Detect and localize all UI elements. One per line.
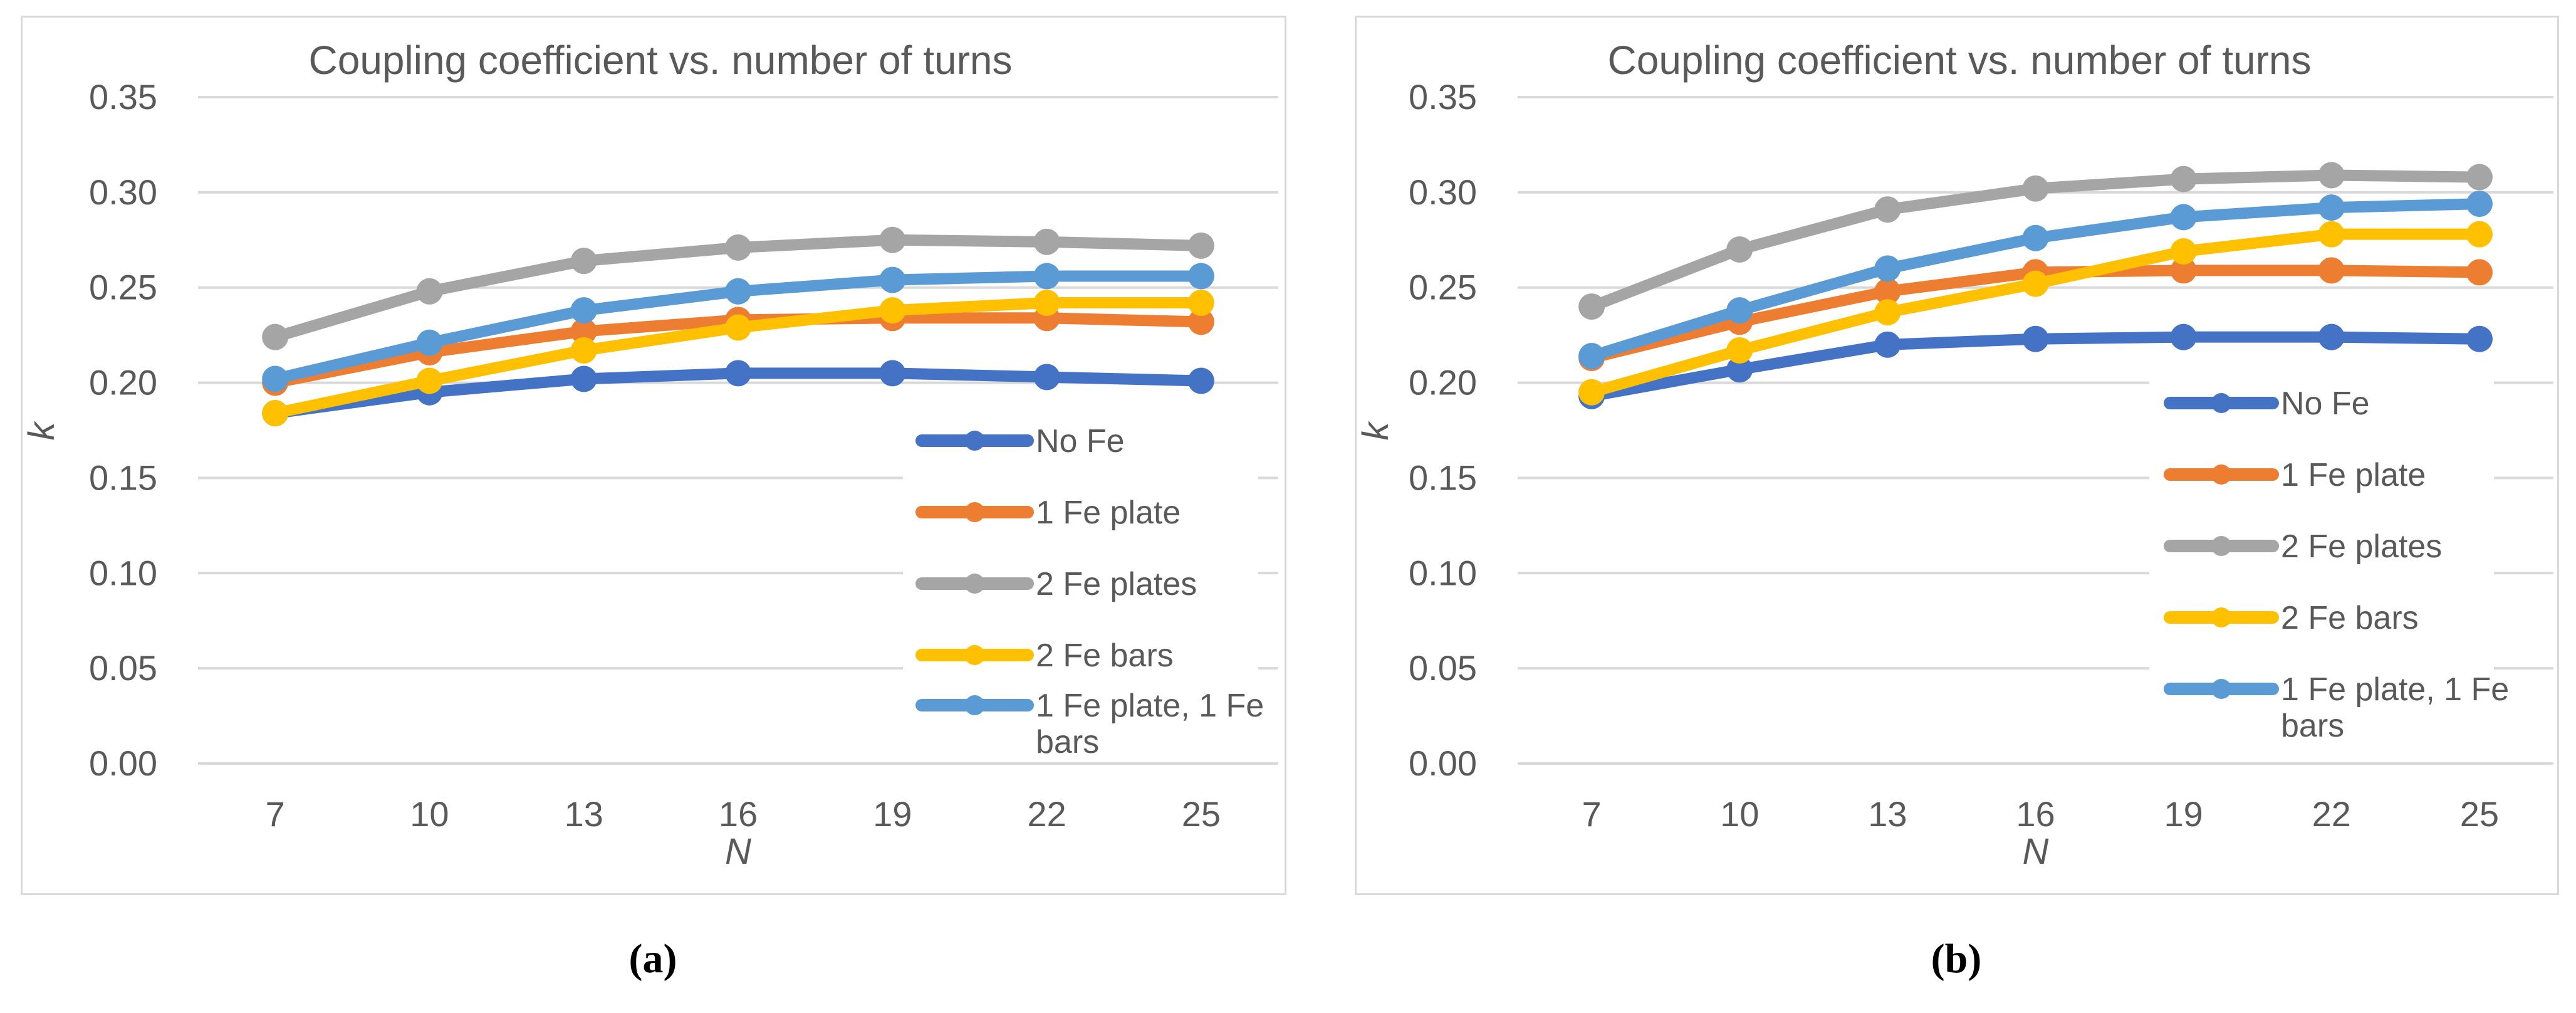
svg-text:0.15: 0.15 xyxy=(1409,458,1477,497)
legend-item-label: 2 Fe bars xyxy=(1036,638,1174,674)
chart-title: Coupling coefficient vs. number of turns xyxy=(1608,38,2312,83)
svg-text:0.20: 0.20 xyxy=(1409,363,1477,402)
x-axis-title: N xyxy=(2023,831,2049,872)
legend: No Fe 1 Fe plate 2 Fe plates 2 Fe bars 1 Fe … xyxy=(903,405,1264,760)
chart-title: Coupling coefficient vs. number of turns xyxy=(309,38,1013,83)
legend-item-2-fe-plates: 2 Fe plates xyxy=(2164,528,2442,565)
svg-text:19: 19 xyxy=(2164,794,2203,834)
svg-text:7: 7 xyxy=(266,794,285,834)
legend-marker-dot xyxy=(964,645,985,665)
series-2-fe-bars xyxy=(262,290,1214,427)
series-2-fe-plates xyxy=(262,226,1214,350)
legend-marker-dot xyxy=(964,431,985,451)
svg-text:13: 13 xyxy=(1868,794,1907,834)
legend-marker-dot xyxy=(2211,393,2231,413)
chart-b-canvas: 0.00 0.05 0.10 0.15 0.20 0.25 0.30 0.35 7 10 13 16 1… xyxy=(1357,38,2553,872)
svg-text:13: 13 xyxy=(565,794,603,834)
legend-item-label: 1 Fe plate, 1 Fe xyxy=(2281,671,2509,708)
svg-text:0.20: 0.20 xyxy=(89,363,157,402)
svg-text:0.10: 0.10 xyxy=(1409,553,1477,592)
legend-item-2-fe-bars: 2 Fe bars xyxy=(2164,600,2419,636)
legend-item-label: 1 Fe plate xyxy=(1036,495,1181,531)
legend-item-1-fe-plate: 1 Fe plate xyxy=(915,495,1181,531)
y-axis-tick-labels: 0.00 0.05 0.10 0.15 0.20 0.25 0.30 0.35 xyxy=(89,77,157,783)
legend-item-label: bars xyxy=(2281,708,2344,744)
legend-item-label: No Fe xyxy=(2281,386,2370,422)
legend-marker-dot xyxy=(2211,679,2231,699)
svg-text:0.25: 0.25 xyxy=(1409,268,1477,307)
legend-item-label: 2 Fe plates xyxy=(2281,528,2442,565)
legend-item-2-fe-plates: 2 Fe plates xyxy=(915,566,1197,602)
series-2-fe-bars xyxy=(1578,221,2493,406)
svg-text:0.25: 0.25 xyxy=(89,268,157,307)
legend-item-label: 1 Fe plate, 1 Fe xyxy=(1036,688,1264,724)
legend-item-label: 2 Fe plates xyxy=(1036,566,1197,602)
chart-panel-b: 0.00 0.05 0.10 0.15 0.20 0.25 0.30 0.35 7 10 13 16 1… xyxy=(1355,16,2559,895)
svg-text:0.00: 0.00 xyxy=(1409,743,1477,783)
caption-a: (a) xyxy=(628,936,677,982)
svg-text:0.05: 0.05 xyxy=(89,648,157,688)
legend-item-no-fe: No Fe xyxy=(915,423,1125,459)
legend-marker-dot xyxy=(964,695,985,715)
svg-text:0.30: 0.30 xyxy=(89,172,157,212)
legend: No Fe 1 Fe plate 2 Fe plates 2 Fe bars 1 Fe … xyxy=(2149,365,2509,752)
chart-panel-a: 0.00 0.05 0.10 0.15 0.20 0.25 0.30 0.35 7 10 13 16 1… xyxy=(21,16,1286,895)
svg-text:0.05: 0.05 xyxy=(1409,648,1477,688)
series-1-fe-plate-1-fe-bars xyxy=(1578,191,2493,370)
x-axis-title: N xyxy=(725,831,751,872)
legend-marker-dot xyxy=(2211,607,2231,627)
series-1-fe-plate-1-fe-bars xyxy=(262,263,1214,392)
y-axis-tick-labels: 0.00 0.05 0.10 0.15 0.20 0.25 0.30 0.35 xyxy=(1409,77,1477,783)
legend-item-label: bars xyxy=(1036,724,1099,760)
svg-text:25: 25 xyxy=(1182,794,1221,834)
y-axis-title: k xyxy=(23,421,62,441)
legend-marker-dot xyxy=(2211,465,2231,485)
svg-text:0.15: 0.15 xyxy=(89,458,157,497)
chart-a-canvas: 0.00 0.05 0.10 0.15 0.20 0.25 0.30 0.35 7 10 13 16 1… xyxy=(23,38,1278,872)
svg-text:10: 10 xyxy=(1720,794,1759,834)
series-2-fe-plates xyxy=(1578,162,2493,320)
svg-text:10: 10 xyxy=(410,794,449,834)
svg-text:22: 22 xyxy=(2312,794,2351,834)
svg-text:7: 7 xyxy=(1582,794,1601,834)
legend-item-no-fe: No Fe xyxy=(2164,386,2370,422)
legend-item-label: 1 Fe plate xyxy=(2281,457,2426,493)
caption-b: (b) xyxy=(1931,936,1982,982)
legend-item-2-fe-bars: 2 Fe bars xyxy=(915,638,1174,674)
svg-text:0.35: 0.35 xyxy=(89,77,157,117)
svg-text:0.35: 0.35 xyxy=(1409,77,1477,117)
svg-text:19: 19 xyxy=(873,794,912,834)
svg-text:0.00: 0.00 xyxy=(89,743,157,783)
svg-text:0.10: 0.10 xyxy=(89,553,157,592)
y-axis-title: k xyxy=(1357,421,1396,441)
legend-item-label: 2 Fe bars xyxy=(2281,600,2419,636)
legend-marker-dot xyxy=(2211,536,2231,556)
svg-text:16: 16 xyxy=(2016,794,2055,834)
legend-marker-dot xyxy=(964,574,985,594)
svg-text:16: 16 xyxy=(719,794,758,834)
svg-text:25: 25 xyxy=(2460,794,2499,834)
legend-item-label: No Fe xyxy=(1036,423,1125,459)
svg-text:0.30: 0.30 xyxy=(1409,172,1477,212)
x-axis-tick-labels: 7 10 13 16 19 22 25 xyxy=(1582,794,2499,834)
svg-text:22: 22 xyxy=(1027,794,1066,834)
legend-marker-dot xyxy=(964,502,985,522)
legend-item-1-fe-plate: 1 Fe plate xyxy=(2164,457,2426,493)
x-axis-tick-labels: 7 10 13 16 19 22 25 xyxy=(266,794,1221,834)
